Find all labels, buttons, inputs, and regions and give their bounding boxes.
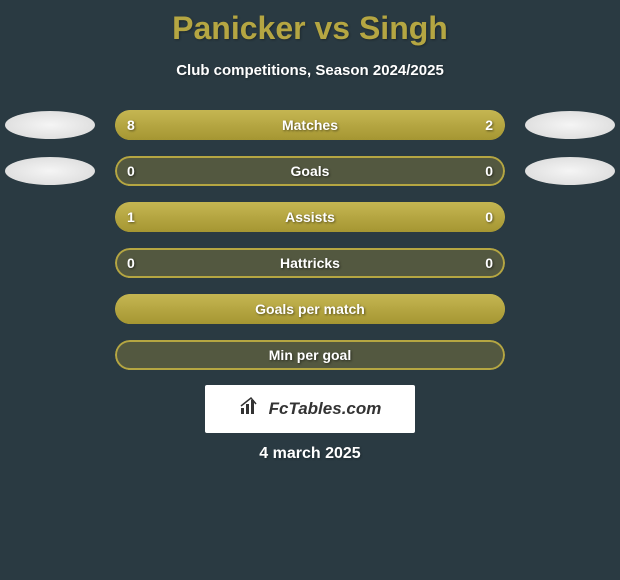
- bar-value-left: 0: [127, 163, 135, 179]
- bar-value-right: 0: [485, 163, 493, 179]
- bar-label: Hattricks: [280, 255, 340, 271]
- chart-area: 8 Matches 2 0 Goals 0: [0, 109, 620, 370]
- bar-value-left: 1: [127, 209, 135, 225]
- bar-value-right: 2: [485, 117, 493, 133]
- player-left-avatar: [0, 151, 100, 191]
- stat-row-assists: 1 Assists 0: [0, 201, 620, 232]
- avatar-ellipse-icon: [525, 157, 615, 185]
- avatar-ellipse-icon: [525, 111, 615, 139]
- avatar-ellipse-icon: [5, 157, 95, 185]
- source-badge-text: FcTables.com: [269, 399, 382, 419]
- bar-label: Min per goal: [269, 347, 351, 363]
- avatar-ellipse-icon: [5, 111, 95, 139]
- bar-hattricks: 0 Hattricks 0: [115, 248, 505, 278]
- bar-value-right: 0: [485, 209, 493, 225]
- bar-matches: 8 Matches 2: [115, 110, 505, 140]
- bar-assists: 1 Assists 0: [115, 202, 505, 232]
- player-left-avatar: [0, 105, 100, 145]
- stat-row-hattricks: 0 Hattricks 0: [0, 247, 620, 278]
- chart-icon: [239, 396, 263, 422]
- player-right-avatar: [520, 151, 620, 191]
- bar-value-left: 0: [127, 255, 135, 271]
- bar-right-fill: [427, 202, 505, 232]
- stat-row-goals: 0 Goals 0: [0, 155, 620, 186]
- page-title: Panicker vs Singh: [0, 0, 620, 47]
- source-badge[interactable]: FcTables.com: [205, 385, 415, 433]
- stat-row-gpm: Goals per match: [0, 293, 620, 324]
- bar-gpm: Goals per match: [115, 294, 505, 324]
- page-subtitle: Club competitions, Season 2024/2025: [0, 62, 620, 79]
- bar-label: Matches: [282, 117, 338, 133]
- bar-left-fill: [115, 202, 427, 232]
- stat-row-matches: 8 Matches 2: [0, 109, 620, 140]
- bar-value-left: 8: [127, 117, 135, 133]
- player-right-avatar: [520, 105, 620, 145]
- bar-mpg: Min per goal: [115, 340, 505, 370]
- stat-row-mpg: Min per goal: [0, 339, 620, 370]
- bar-value-right: 0: [485, 255, 493, 271]
- bar-right-fill: [427, 110, 505, 140]
- bar-label: Goals: [291, 163, 330, 179]
- bar-label: Goals per match: [255, 301, 365, 317]
- bar-goals: 0 Goals 0: [115, 156, 505, 186]
- comparison-widget: Panicker vs Singh Club competitions, Sea…: [0, 0, 620, 580]
- date-text: 4 march 2025: [0, 445, 620, 463]
- bar-label: Assists: [285, 209, 335, 225]
- bar-left-fill: [115, 110, 427, 140]
